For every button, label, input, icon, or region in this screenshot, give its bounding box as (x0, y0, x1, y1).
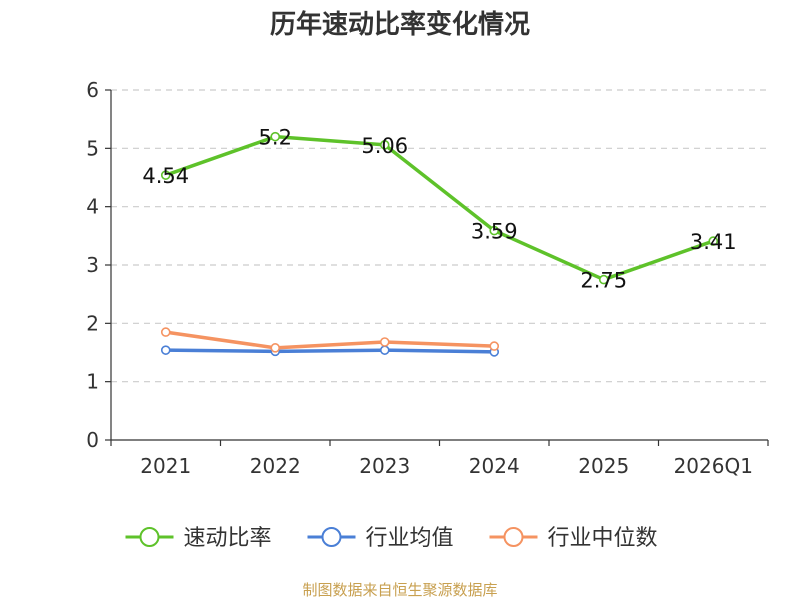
data-label-4: 2.75 (580, 269, 627, 293)
series-2-point-1 (270, 343, 281, 353)
x-tick-label-5: 2026Q1 (674, 454, 753, 478)
series-0-point-0 (160, 170, 171, 180)
series-2-point-3 (489, 341, 500, 351)
chart-title: 历年速动比率变化情况 (270, 9, 530, 40)
x-tick-label-3: 2024 (469, 454, 520, 478)
x-axis-ticks: 2021 2022 2023 2024 2025 2026Q1 (140, 454, 753, 478)
series-2-point-2 (379, 337, 390, 347)
series-line-0 (165, 134, 714, 282)
series-0-point-5 (708, 236, 719, 246)
legend-label-2: 行业中位数 (548, 526, 658, 551)
y-tick-label-0: 0 (86, 428, 99, 452)
legend-marker-0 (139, 527, 160, 547)
legend: 速动比率 行业均值 行业中位数 (125, 526, 658, 551)
legend-label-1: 行业均值 (366, 526, 454, 551)
x-tick-label-4: 2025 (578, 454, 629, 478)
y-tick-label-5: 5 (86, 136, 99, 160)
x-tick-label-2: 2023 (359, 454, 410, 478)
source-note: 制图数据来自恒生聚源数据库 (302, 581, 497, 599)
y-tick-label-1: 1 (86, 370, 99, 394)
data-label-2: 5.06 (361, 134, 408, 158)
data-labels: 4.54 5.2 5.06 3.59 2.75 3.41 (142, 126, 736, 293)
series-line-1 (165, 348, 495, 354)
series-lines (160, 131, 719, 357)
y-tick-label-4: 4 (86, 195, 99, 219)
y-tick-label-3: 3 (86, 253, 99, 277)
series-2-point-0 (160, 327, 171, 337)
y-tick-label-6: 6 (86, 78, 99, 102)
legend-marker-1 (321, 527, 342, 547)
series-line-2 (165, 330, 495, 350)
x-tick-label-1: 2022 (250, 454, 301, 478)
series-0-point-4 (598, 274, 609, 285)
data-label-3: 3.59 (471, 220, 518, 244)
legend-marker-2 (503, 527, 524, 547)
series-0-point-3 (489, 225, 500, 236)
x-tick-label-0: 2021 (140, 454, 191, 478)
series-0-point-1 (270, 131, 281, 142)
data-label-1: 5.2 (259, 126, 292, 150)
y-axis-ticks: 0 1 2 3 4 5 6 (86, 78, 99, 452)
series-0-point-2 (379, 140, 390, 150)
series-1-point-0 (160, 345, 171, 355)
data-label-5: 3.41 (690, 230, 737, 254)
y-tick-label-2: 2 (86, 311, 99, 335)
axes (105, 89, 769, 446)
data-label-0: 4.54 (142, 164, 189, 188)
series-1-point-2 (379, 345, 390, 355)
legend-label-0: 速动比率 (184, 526, 272, 551)
